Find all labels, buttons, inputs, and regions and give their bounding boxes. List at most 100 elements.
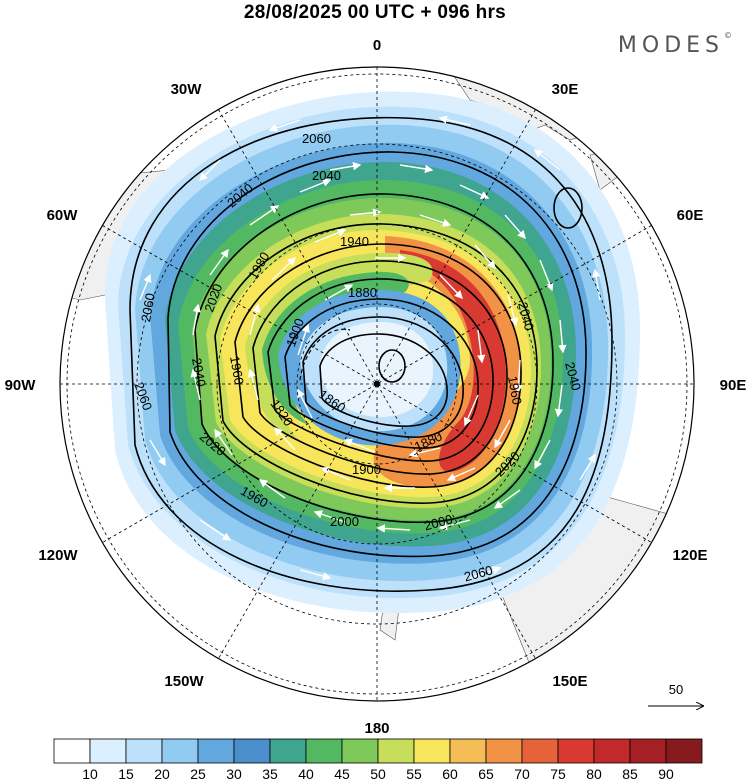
contour-dashed-1820 [299,328,351,381]
colorbar-tick-label: 70 [514,766,530,782]
vector-arrow [324,284,354,301]
colorbar-swatch [629,738,667,764]
colorbar-swatch [161,738,199,764]
vector-arrow [320,466,351,481]
contour-label: 2040 [312,168,341,183]
map-title: 28/08/2025 00 UTC + 096 hrs [243,2,507,23]
colorbar-tick-label: 75 [550,766,566,782]
vector-arrow [474,244,496,270]
vector-arrow [514,359,523,394]
vector-arrow [139,273,152,301]
vector-arrow [313,510,346,523]
vector-arrow [507,294,519,327]
lon-label-30e: 30E [552,81,579,98]
vector-arrow [249,205,280,226]
meridian-line [218,109,536,659]
lon-label-60w: 60W [47,207,79,224]
vector-arrow [149,439,166,467]
colorbar-swatch [593,738,631,764]
lon-label-150e: 150E [552,673,587,690]
contour-label: 1880 [348,285,377,300]
colorbar-tick-label: 85 [622,766,638,782]
lon-label-90e: 90E [720,377,747,394]
contour-1900 [284,298,479,449]
band-inner-40 [262,271,409,425]
vector-arrow [268,119,301,132]
vector-arrow [438,115,471,126]
vector-arrow [476,329,486,364]
vector-arrow [247,368,259,401]
vector-arrow [494,419,511,449]
brand-name: MODES [617,33,724,58]
contour-1860 [319,333,448,427]
vector-arrow [419,214,452,227]
colorbar-tick-label: 40 [298,766,314,782]
colorbar-tick-label: 65 [478,766,494,782]
colorbar-tick-label: 45 [334,766,350,782]
colorbar-swatch [557,738,595,764]
wind-vectors [139,115,601,581]
colorbar-tick-label: 35 [262,766,278,782]
colorbar-tick-label: 10 [82,766,98,782]
colorbar-swatch [341,738,379,764]
vector-arrow [199,519,232,541]
vector-arrow [504,214,526,240]
colorbar-swatch [485,738,523,764]
south-pole-marker [374,381,380,387]
vector-arrow [299,569,332,581]
colorbar-swatch [413,738,451,764]
reference-vector-label: 50 [669,682,683,697]
vector-arrow [329,162,362,171]
vector-arrow [376,524,411,533]
band-core [320,322,434,418]
contour-1940 [267,278,494,462]
contour-2060-high [553,187,583,229]
vector-arrow [209,248,229,276]
colorbar-swatch [305,738,343,764]
vector-arrow [299,178,332,193]
map-disc [60,67,694,701]
colorbar-swatch [53,738,91,764]
colorbar-swatch [521,738,559,764]
contour-2020 [194,193,554,523]
vector-arrow [199,159,221,181]
vector-arrow [271,257,297,281]
colorbar-swatch [89,738,127,764]
longitude-labels: 0 30E 60E 90E 120E 150E 180 150W 120W 90… [5,37,747,737]
vector-arrow [554,384,564,418]
vector-arrow [297,388,313,419]
colorbar-tick-label: 25 [190,766,206,782]
vector-arrow [249,303,261,336]
contour-label: 2060 [462,562,494,584]
contour-label: 1940 [340,234,369,249]
contour-1840-center [378,349,406,383]
vector-arrow [459,184,490,199]
vector-arrow [534,439,551,470]
vector-arrow [592,268,601,301]
vector-arrow [558,319,567,354]
vector-arrow [297,323,310,356]
contour-label: 2040 [515,300,537,332]
lon-label-0: 0 [373,37,381,54]
vector-arrow [274,426,296,451]
vector-arrow [314,228,347,243]
colorbar-swatch [233,738,271,764]
meridian-line [102,225,652,543]
contour-2040 [167,151,587,558]
colorbar-swatch [197,738,235,764]
vector-arrow [493,489,521,509]
vector-arrow [190,368,201,401]
vector-arrow [579,453,596,481]
contour-2000 [214,223,538,504]
contour-label: 2060 [138,292,158,323]
vector-arrow [349,208,382,217]
colorbar-swatch [665,738,703,764]
meridian-line [102,225,652,543]
lon-label-90w: 90W [5,377,37,394]
contour-1960 [252,260,508,475]
contour-1980 [234,243,522,488]
contour-label: 1960 [505,375,525,406]
reference-vector: 50 [648,682,703,706]
band-inner-55 [245,252,433,440]
